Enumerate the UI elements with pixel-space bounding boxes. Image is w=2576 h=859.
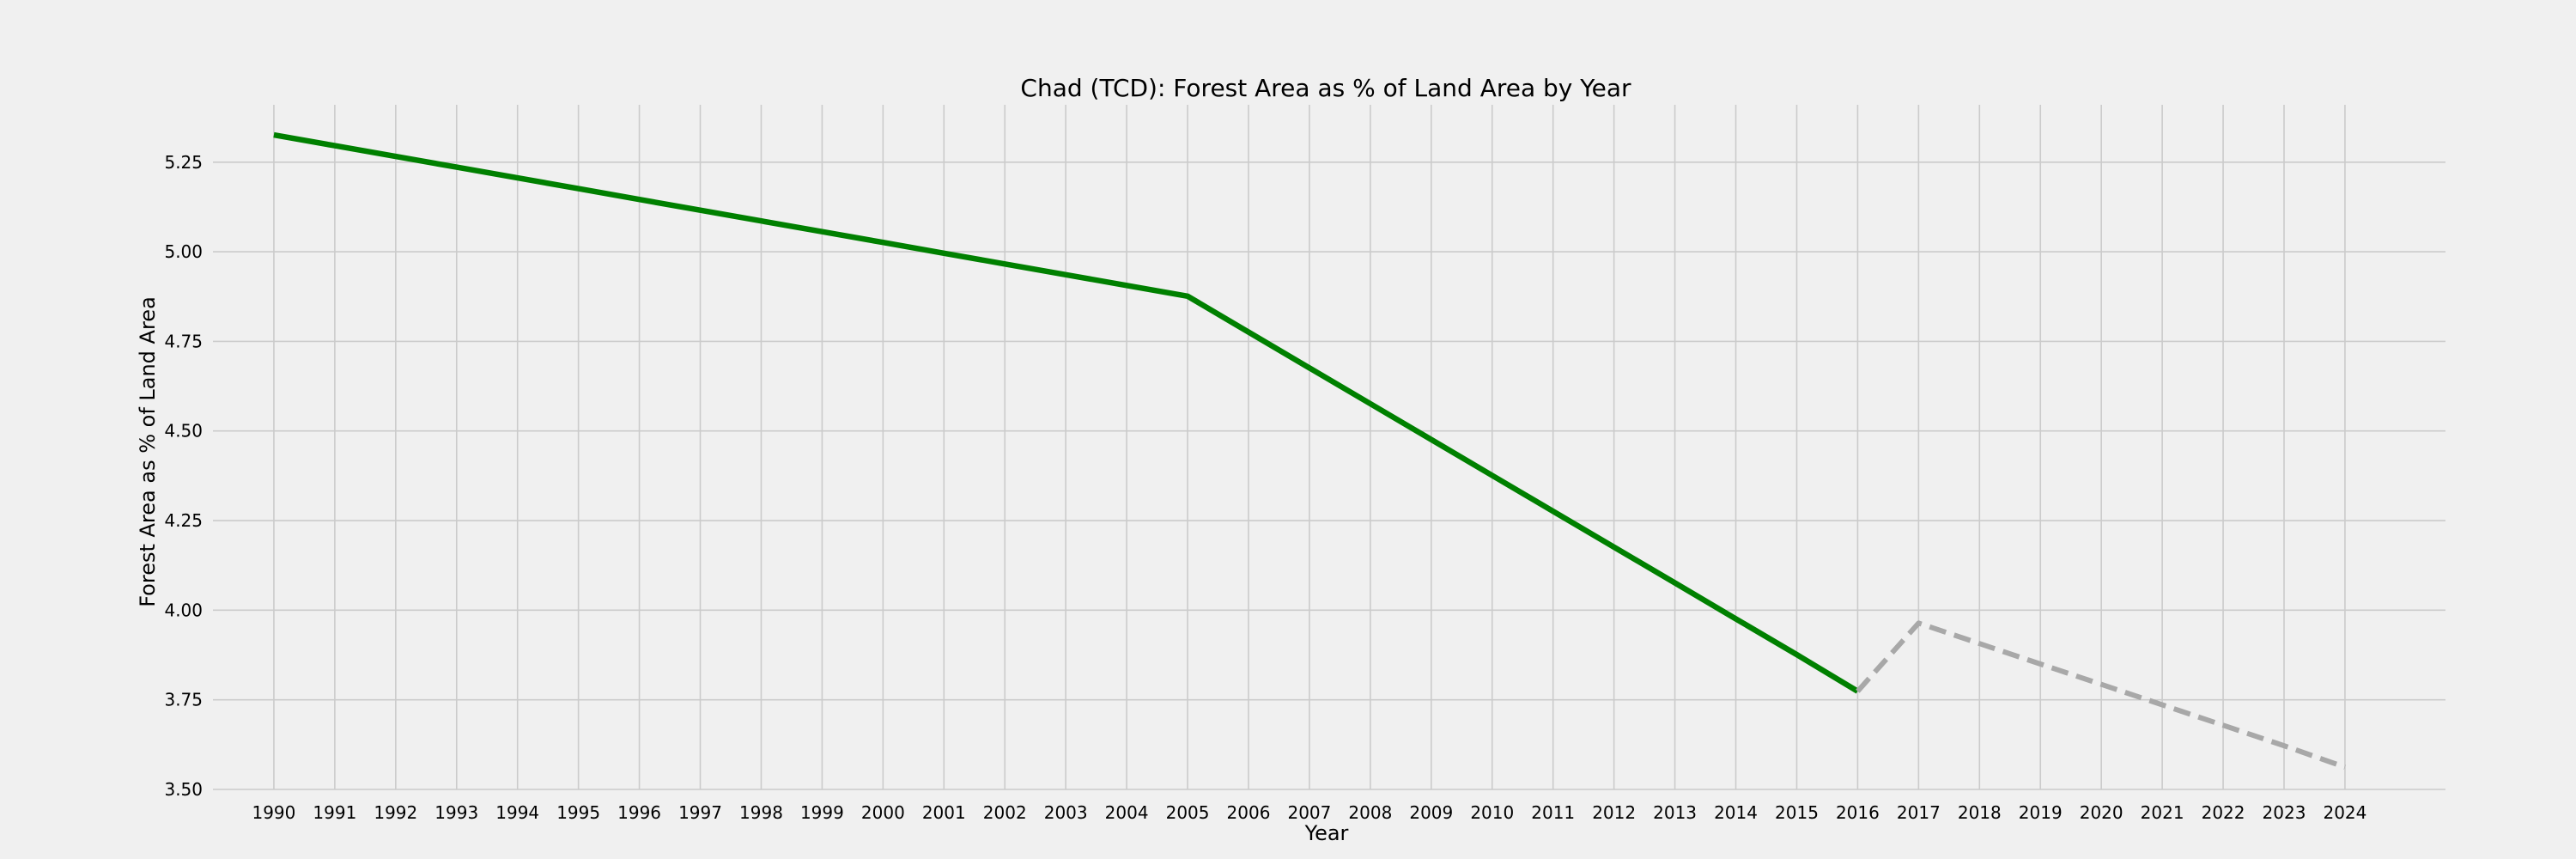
x-tick-label: 1997 xyxy=(678,802,722,823)
x-tick-label: 2006 xyxy=(1227,802,1271,823)
y-tick-label: 4.00 xyxy=(164,600,203,620)
x-tick-label: 2008 xyxy=(1348,802,1392,823)
x-tick-label: 2018 xyxy=(1958,802,2002,823)
x-axis-ticks: 1990 1991 1992 1993 1994 1995 1996 1997 1998 1999… xyxy=(252,802,2366,823)
y-tick-label: 3.50 xyxy=(164,779,203,800)
y-tick-label: 4.25 xyxy=(164,510,203,531)
x-tick-label: 2019 xyxy=(2019,802,2063,823)
x-tick-label: 1993 xyxy=(434,802,478,823)
x-tick-label: 2003 xyxy=(1044,802,1088,823)
x-tick-label: 2011 xyxy=(1531,802,1575,823)
x-tick-label: 1998 xyxy=(739,802,783,823)
chart-title: Chad (TCD): Forest Area as % of Land Are… xyxy=(1020,74,1631,102)
x-tick-label: 2012 xyxy=(1592,802,1636,823)
x-tick-label: 2002 xyxy=(983,802,1027,823)
x-tick-label: 1999 xyxy=(800,802,844,823)
x-tick-label: 1994 xyxy=(495,802,539,823)
x-tick-label: 2024 xyxy=(2323,802,2366,823)
x-tick-label: 2009 xyxy=(1409,802,1453,823)
x-tick-label: 2010 xyxy=(1470,802,1514,823)
y-axis-label: Forest Area as % of Land Area xyxy=(136,296,160,607)
x-tick-label: 2013 xyxy=(1653,802,1697,823)
x-tick-label: 1990 xyxy=(252,802,295,823)
x-tick-label: 2023 xyxy=(2263,802,2306,823)
x-tick-label: 2000 xyxy=(861,802,905,823)
x-tick-label: 2001 xyxy=(922,802,966,823)
x-tick-label: 2017 xyxy=(1897,802,1941,823)
x-tick-label: 2022 xyxy=(2202,802,2245,823)
grid xyxy=(213,105,2445,790)
x-tick-label: 2016 xyxy=(1836,802,1880,823)
y-tick-label: 5.00 xyxy=(164,241,203,262)
series-layer xyxy=(273,131,2346,770)
x-tick-label: 2007 xyxy=(1287,802,1331,823)
x-tick-label: 2021 xyxy=(2141,802,2184,823)
x-tick-label: 2015 xyxy=(1775,802,1819,823)
y-tick-label: 3.75 xyxy=(164,690,203,710)
x-tick-label: 1992 xyxy=(374,802,417,823)
x-tick-label: 1995 xyxy=(556,802,600,823)
y-tick-label: 4.50 xyxy=(164,421,203,442)
y-axis-ticks: 3.50 3.75 4.00 4.25 4.50 4.75 5.00 5.25 xyxy=(164,152,203,800)
historical-series-line xyxy=(273,131,1860,694)
y-tick-label: 4.75 xyxy=(164,331,203,351)
x-axis-label: Year xyxy=(1304,821,1349,845)
x-tick-label: 2020 xyxy=(2080,802,2123,823)
x-tick-label: 2005 xyxy=(1166,802,1210,823)
projected-series-line xyxy=(1856,620,2346,770)
x-tick-label: 1996 xyxy=(617,802,661,823)
x-tick-label: 1991 xyxy=(313,802,356,823)
x-tick-label: 2014 xyxy=(1714,802,1758,823)
y-tick-label: 5.25 xyxy=(164,152,203,173)
x-tick-label: 2004 xyxy=(1105,802,1149,823)
